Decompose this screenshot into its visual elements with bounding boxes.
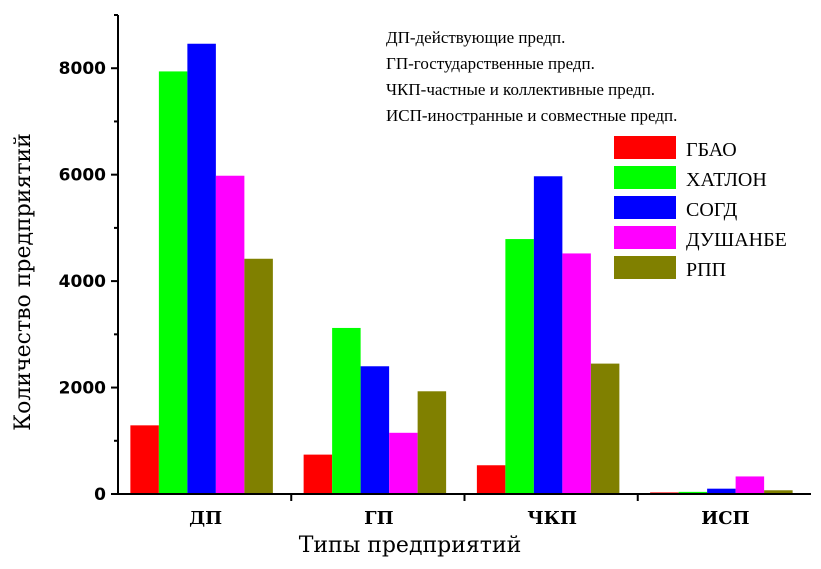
x-tick-label: ИСП [701, 508, 749, 529]
y-tick-label: 6000 [59, 166, 106, 186]
legend-label: ГБАО [686, 139, 737, 161]
bar-СОГД-ГП [360, 366, 390, 494]
legend-label: СОГД [686, 199, 738, 221]
y-tick-label: 4000 [59, 272, 106, 292]
bar-СОГД-ИСП [707, 488, 736, 494]
y-tick-label: 2000 [59, 379, 106, 399]
y-ticks-group: 0 2000 4000 6000 8000 [59, 14, 118, 505]
x-axis-title: Типы предприятий [299, 533, 522, 558]
bar-ДУШАНБЕ-ИСП [735, 476, 765, 494]
bar-ХАТЛОН-ГП [332, 327, 361, 494]
legend-swatch [614, 136, 676, 159]
bar-СОГД-ДП [187, 43, 216, 495]
legend-swatch [614, 256, 676, 279]
bar-СОГД-ЧКП [533, 176, 563, 494]
annotation-dp: ДП-действующие предп. [386, 28, 565, 47]
bar-РПП-ДП [244, 258, 273, 494]
annotation-chkp: ЧКП-частные и коллективные предп. [386, 80, 655, 99]
bar-РПП-ЧКП [590, 363, 620, 494]
bar-ХАТЛОН-ИСП [678, 491, 708, 494]
annotations: ДП-действующие предп. ГП-гостударственны… [386, 28, 677, 125]
bar-ГБАО-ГП [303, 454, 333, 494]
legend-label: РПП [686, 259, 726, 281]
bar-ГБАО-ЧКП [476, 465, 506, 494]
y-tick-label: 0 [94, 485, 106, 505]
bar-РПП-ГП [417, 391, 447, 494]
legend-swatch [614, 166, 676, 189]
legend: ГБАО ХАТЛОН СОГД ДУШАНБЕ РПП [614, 136, 787, 281]
legend-swatch [614, 226, 676, 249]
y-tick-label: 8000 [59, 59, 106, 79]
bar-РПП-ИСП [764, 490, 793, 494]
x-tick-label: ЧКП [527, 508, 577, 529]
annotation-isp: ИСП-иностранные и совместные предп. [386, 106, 677, 125]
bar-ГБАО-ДП [130, 425, 159, 494]
bars-group [130, 43, 793, 495]
annotation-gp: ГП-гостударственные предп. [386, 54, 595, 73]
legend-swatch [614, 196, 676, 219]
x-ticks-group: ДП ГП ЧКП ИСП [189, 494, 750, 529]
x-tick-label: ГП [364, 508, 393, 529]
bar-ХАТЛОН-ДП [158, 71, 188, 494]
bar-ДУШАНБЕ-ГП [389, 432, 418, 494]
legend-label: ДУШАНБЕ [686, 229, 787, 251]
bar-ДУШАНБЕ-ДП [215, 175, 245, 494]
bar-ДУШАНБЕ-ЧКП [562, 253, 591, 494]
x-tick-label: ДП [189, 508, 222, 529]
y-axis-title: Количество предприятий [11, 133, 36, 431]
legend-label: ХАТЛОН [686, 169, 767, 191]
bar-ХАТЛОН-ЧКП [505, 239, 534, 494]
